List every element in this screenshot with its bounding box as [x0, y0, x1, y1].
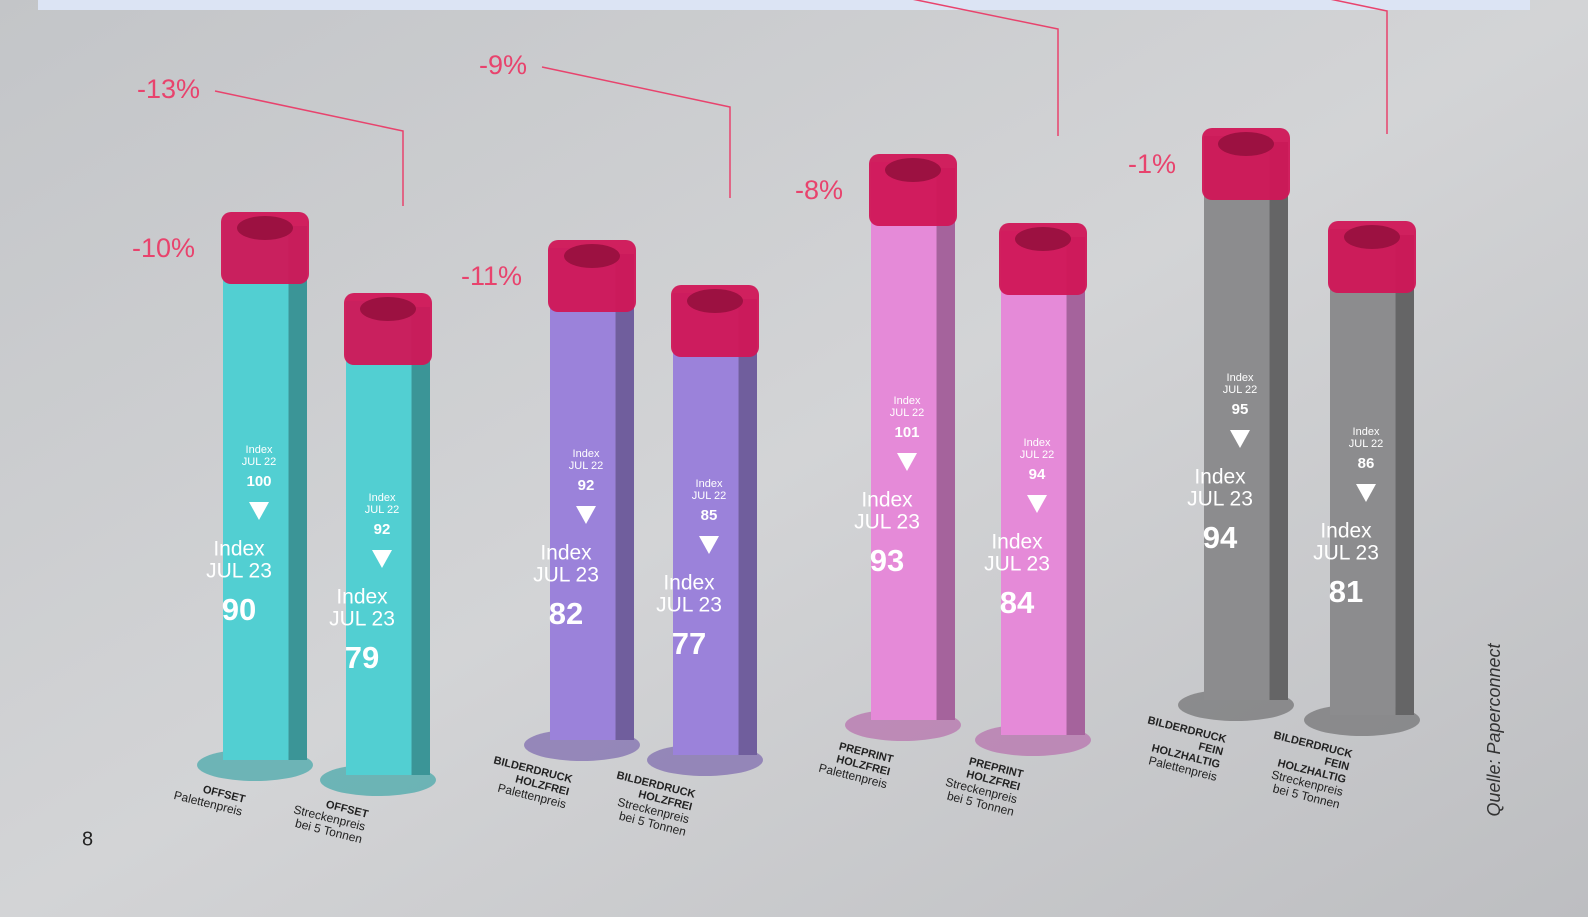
change-label: -8%: [795, 175, 843, 205]
jul22-value: 86: [1358, 455, 1375, 472]
cap-top: [687, 289, 743, 313]
arrow: [1027, 495, 1047, 513]
bar-side: [615, 254, 634, 740]
bracket: [541, 66, 731, 198]
index-label: Index: [663, 572, 715, 595]
index-label: Index: [369, 492, 396, 504]
bar-side: [1066, 237, 1085, 735]
index-label: Index: [336, 586, 388, 609]
bracket: [214, 90, 404, 206]
cap-top: [1218, 132, 1274, 156]
change-label: -11%: [461, 261, 522, 291]
series-label: JUL 22: [1020, 449, 1054, 461]
series-label: JUL 22: [365, 504, 399, 516]
arrow: [1356, 484, 1376, 502]
index-label: Index: [1353, 426, 1380, 438]
bar: [673, 293, 739, 755]
series-label: JUL 23: [854, 511, 920, 534]
jul22-value: 94: [1029, 466, 1046, 483]
jul22-value: 101: [894, 424, 919, 441]
series-label: JUL 22: [1349, 438, 1383, 450]
bar: [1001, 231, 1067, 735]
cap-top: [237, 216, 293, 240]
index-label: Index: [991, 531, 1043, 554]
header-band: [38, 0, 1530, 10]
arrow: [576, 506, 596, 524]
bar: [1330, 229, 1396, 715]
arrow: [249, 502, 269, 520]
index-label: Index: [246, 444, 273, 456]
series-label: JUL 23: [1187, 488, 1253, 511]
bar: [871, 162, 937, 720]
change-label: -9%: [479, 50, 527, 80]
jul23-value: 79: [345, 640, 379, 675]
jul23-value: 94: [1203, 520, 1238, 555]
index-label: Index: [1024, 437, 1051, 449]
bar-side: [411, 307, 430, 775]
cap-top: [885, 158, 941, 182]
arrow: [699, 536, 719, 554]
series-label: JUL 22: [1223, 384, 1257, 396]
index-label: Index: [1194, 466, 1246, 489]
change-label: -10%: [132, 233, 195, 263]
index-label: Index: [1227, 372, 1254, 384]
jul22-value: 85: [701, 507, 718, 524]
cap-top: [360, 297, 416, 321]
jul23-value: 81: [1329, 574, 1363, 609]
index-label: Index: [573, 448, 600, 460]
bar: [223, 220, 289, 760]
jul23-value: 82: [549, 596, 583, 631]
index-label: Index: [696, 478, 723, 490]
index-label: Index: [540, 542, 592, 565]
series-label: JUL 22: [242, 456, 276, 468]
page-number: 8: [82, 828, 93, 850]
bar-side: [738, 299, 757, 755]
bar: [1204, 136, 1270, 700]
jul23-value: 93: [870, 543, 904, 578]
cap-top: [564, 244, 620, 268]
jul22-value: 92: [374, 521, 391, 538]
bar: [550, 248, 616, 740]
jul23-value: 90: [222, 592, 256, 627]
bar-side: [1395, 235, 1414, 715]
category-line: FEIN: [1197, 741, 1224, 759]
bar-side: [1269, 142, 1288, 700]
index-label: Index: [213, 538, 265, 561]
series-label: JUL 22: [569, 460, 603, 472]
series-label: JUL 23: [533, 564, 599, 587]
series-label: JUL 23: [656, 594, 722, 617]
bar-side: [936, 168, 955, 720]
index-label: Index: [861, 489, 913, 512]
bar-side: [288, 226, 307, 760]
series-label: JUL 23: [1313, 542, 1379, 565]
cap-top: [1015, 227, 1071, 251]
category-line: FEIN: [1323, 756, 1350, 774]
jul22-value: 92: [578, 477, 595, 494]
bar: [346, 301, 412, 775]
jul22-value: 95: [1232, 401, 1249, 418]
change-label: -13%: [137, 74, 200, 104]
jul23-value: 77: [672, 626, 706, 661]
bracket: [912, 0, 1059, 136]
source: Quelle: Paperconnect: [1484, 642, 1504, 816]
series-label: JUL 23: [329, 608, 395, 631]
series-label: JUL 22: [692, 490, 726, 502]
change-label: -1%: [1128, 149, 1176, 179]
cap-top: [1344, 225, 1400, 249]
series-label: JUL 22: [890, 407, 924, 419]
arrow: [1230, 430, 1250, 448]
arrow: [897, 453, 917, 471]
series-label: JUL 23: [984, 553, 1050, 576]
jul23-value: 84: [1000, 585, 1035, 620]
index-label: Index: [894, 395, 921, 407]
arrow: [372, 550, 392, 568]
change-label: -10%: [785, 0, 848, 2]
series-label: JUL 23: [206, 560, 272, 583]
jul22-value: 100: [246, 473, 271, 490]
bracket: [1330, 0, 1388, 134]
index-label: Index: [1320, 520, 1372, 543]
